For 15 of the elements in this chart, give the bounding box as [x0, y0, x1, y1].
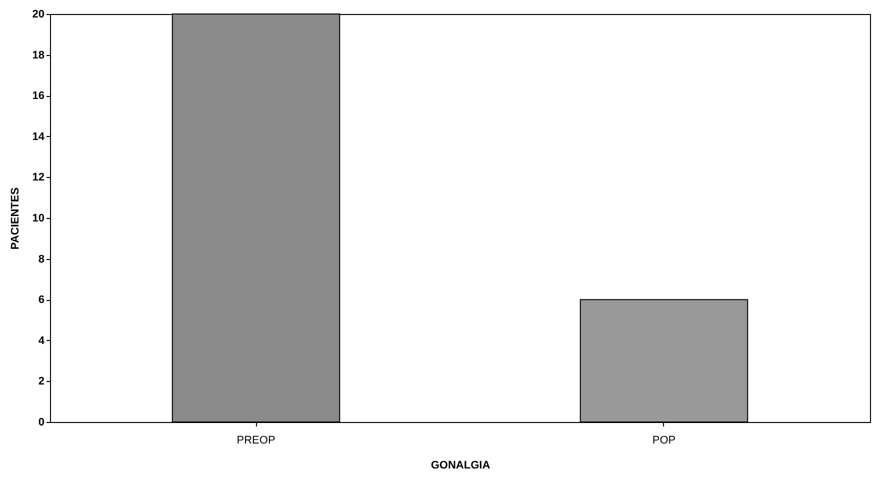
x-tick-label: POP	[652, 434, 676, 446]
y-tick-label: 10	[32, 212, 44, 224]
y-tick-label: 4	[38, 334, 46, 347]
y-axis-title: PACIENTES	[9, 187, 22, 250]
y-tick-label: 12	[32, 172, 44, 184]
y-tick-label: 18	[32, 49, 44, 62]
y-tick-label: 14	[32, 130, 46, 143]
y-tick-label: 0	[38, 416, 44, 428]
x-axis-title: GONALGIA	[430, 460, 490, 472]
y-tick-label: 6	[38, 294, 44, 306]
y-tick-label: 16	[32, 90, 44, 102]
y-tick-label: 8	[38, 253, 44, 266]
y-tick-label: 20	[32, 8, 44, 20]
x-tick-label: PREOP	[236, 434, 276, 446]
y-tick-label: 2	[38, 376, 44, 388]
